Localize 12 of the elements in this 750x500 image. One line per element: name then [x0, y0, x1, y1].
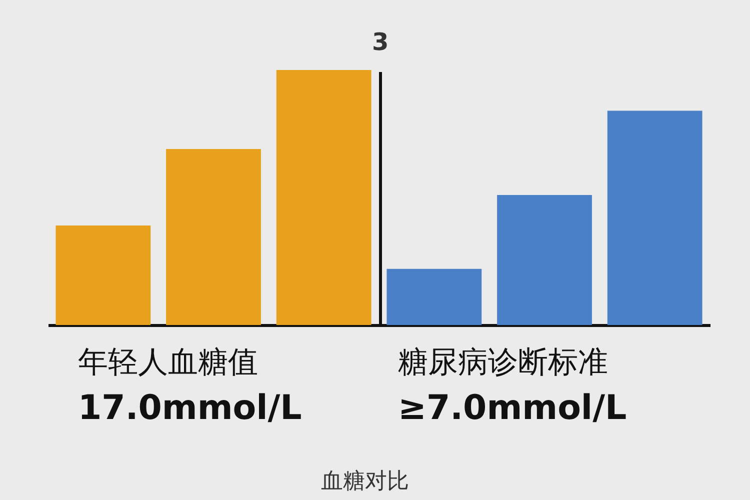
- text: ≥7.0mmol/L: [398, 388, 627, 428]
- text: 血糖对比: [321, 468, 409, 496]
- text: 17.0mmol/L: [78, 388, 302, 428]
- bar: [166, 149, 261, 325]
- bar: [386, 268, 482, 325]
- text: 3: [372, 28, 389, 56]
- bar: [276, 70, 372, 325]
- text: 糖尿病诊断标准: [398, 344, 608, 382]
- text: 年轻人血糖值: [78, 344, 258, 382]
- bar: [607, 110, 702, 325]
- bar: [56, 226, 151, 325]
- bar: [497, 194, 592, 325]
